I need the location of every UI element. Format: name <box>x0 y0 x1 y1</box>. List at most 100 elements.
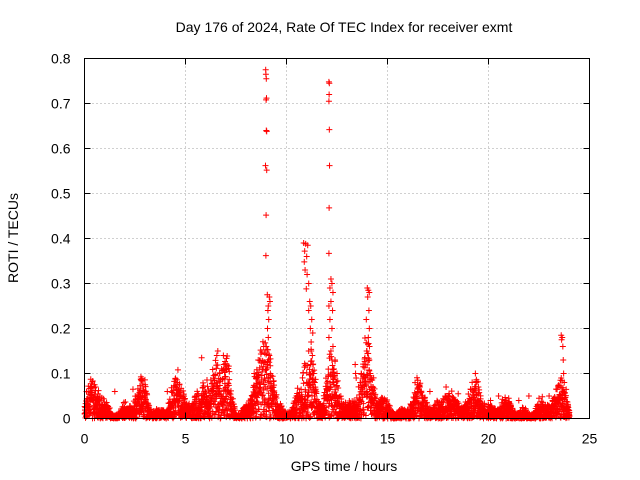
data-point <box>329 379 336 386</box>
data-point <box>358 370 365 377</box>
data-point <box>426 388 433 395</box>
noise-point <box>172 383 179 390</box>
noise-point <box>294 385 301 392</box>
data-point <box>92 384 99 390</box>
data-point <box>305 280 312 287</box>
data-point <box>222 366 229 372</box>
x-tick-label: 25 <box>582 431 598 447</box>
noise-point <box>260 363 267 370</box>
data-point <box>472 370 479 377</box>
noise-point <box>299 374 306 381</box>
data-point <box>267 370 274 377</box>
data-point <box>262 252 269 259</box>
data-point <box>265 316 272 323</box>
data-point <box>560 357 567 363</box>
data-point <box>304 242 311 249</box>
noise-point <box>330 369 337 376</box>
y-tick-label: 0.8 <box>51 51 71 67</box>
noise-point <box>303 369 310 376</box>
noise-point <box>362 412 369 419</box>
noise-point <box>327 383 334 390</box>
noise-point <box>357 406 363 413</box>
data-point <box>214 348 221 354</box>
data-point <box>263 75 270 82</box>
noise-point <box>255 371 262 378</box>
data-point <box>352 370 359 377</box>
noise-point <box>174 366 181 373</box>
data-point <box>329 307 336 314</box>
noise-point <box>454 398 461 405</box>
data-point <box>329 343 336 350</box>
noise-point <box>208 414 215 421</box>
noise-point <box>504 414 511 421</box>
noise-point <box>335 384 342 391</box>
noise-point <box>261 350 268 357</box>
noise-point <box>384 397 391 404</box>
noise-point <box>563 386 570 393</box>
noise-point <box>464 399 471 406</box>
noise-point <box>85 403 92 410</box>
noise-point <box>322 407 329 414</box>
noise-point <box>413 394 420 401</box>
data-point <box>307 361 314 368</box>
data-point <box>263 96 270 103</box>
data-point <box>220 361 227 368</box>
noise-point <box>371 385 378 392</box>
data-point <box>326 285 333 291</box>
data-point <box>368 375 375 381</box>
data-point <box>327 298 334 305</box>
data-point <box>263 212 270 219</box>
data-point <box>301 248 308 255</box>
noise-point <box>271 382 278 389</box>
noise-point <box>271 387 278 394</box>
noise-point <box>230 401 237 408</box>
data-point <box>363 316 370 323</box>
noise-point <box>360 400 367 407</box>
data-point <box>164 388 171 395</box>
data-point <box>443 384 450 390</box>
data-point <box>309 352 316 359</box>
y-axis-ticks: 0 0.1 0.2 0.3 0.4 0.5 0.6 0.7 0.8 <box>51 51 590 427</box>
chart-title: Day 176 of 2024, Rate Of TEC Index for r… <box>176 19 513 35</box>
data-point <box>266 294 273 300</box>
noise-point <box>172 375 179 382</box>
data-point <box>309 330 316 336</box>
data-point <box>142 381 149 388</box>
noise-point <box>100 395 107 402</box>
data-point <box>327 276 334 282</box>
data-point <box>495 393 502 399</box>
noise-point <box>209 388 216 395</box>
data-point <box>307 303 314 309</box>
noise-point <box>372 395 379 402</box>
data-point <box>305 348 312 354</box>
noise-point <box>366 367 373 374</box>
data-point <box>328 325 335 332</box>
y-axis-label: ROTI / TECUs <box>5 193 21 283</box>
noise-point <box>204 383 211 390</box>
noise-point <box>262 339 269 346</box>
noise-point <box>334 377 341 384</box>
noise-point <box>414 395 421 402</box>
x-tick-label: 5 <box>182 431 190 447</box>
x-tick-label: 20 <box>481 431 497 447</box>
noise-point <box>214 362 221 369</box>
data-point <box>305 307 312 314</box>
data-point <box>309 375 316 381</box>
data-point <box>307 325 314 332</box>
data-point <box>266 352 273 359</box>
data-point <box>304 271 311 278</box>
noise-point <box>177 414 184 421</box>
noise-point <box>455 400 462 407</box>
noise-point <box>263 408 270 415</box>
data-point <box>365 307 372 314</box>
data-point <box>505 395 512 402</box>
noise-point <box>263 371 270 378</box>
noise-point <box>365 340 372 347</box>
noise-point <box>212 371 219 378</box>
data-point <box>487 397 494 404</box>
noise-point <box>447 411 454 418</box>
noise-point <box>327 384 334 391</box>
noise-point <box>267 355 274 362</box>
noise-point <box>255 400 262 407</box>
